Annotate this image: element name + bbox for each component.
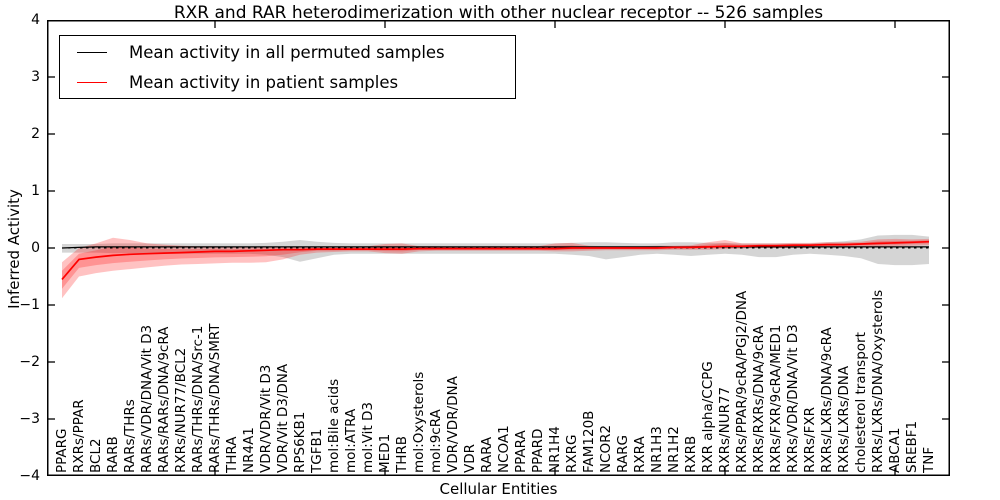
- patient-mean-line: [61, 240, 930, 280]
- patient-line-swatch: [77, 81, 107, 83]
- legend-label-patient: Mean activity in patient samples: [129, 72, 399, 92]
- permuted-mean-line: [61, 246, 929, 249]
- patient-confidence-band-inner: [62, 240, 929, 289]
- y-tick-label: 0: [31, 240, 40, 256]
- axes-frame: [47, 20, 950, 476]
- legend-label-permuted: Mean activity in all permuted samples: [129, 42, 445, 62]
- permuted-confidence-band: [62, 234, 929, 266]
- y-tick-label: 1: [31, 183, 40, 199]
- y-tick-label: 4: [31, 12, 40, 28]
- y-tick-label: 2: [31, 126, 40, 142]
- legend-item-patient: Mean activity in patient samples: [60, 68, 515, 96]
- y-tick-label: −2: [19, 354, 40, 370]
- y-tick-label: 3: [31, 69, 40, 85]
- patient-confidence-band-outer: [62, 237, 929, 299]
- y-tick-label: −1: [19, 297, 40, 313]
- x-axis-label: Cellular Entities: [439, 480, 558, 498]
- chart-title: RXR and RAR heterodimerization with othe…: [173, 3, 824, 23]
- legend-box: Mean activity in all permuted samples Me…: [59, 35, 516, 99]
- plot-area: [47, 20, 950, 476]
- y-tick-label: −4: [19, 468, 40, 484]
- y-tick-label: −3: [19, 411, 40, 427]
- legend-item-permuted: Mean activity in all permuted samples: [60, 38, 515, 66]
- permuted-line-swatch: [77, 51, 107, 53]
